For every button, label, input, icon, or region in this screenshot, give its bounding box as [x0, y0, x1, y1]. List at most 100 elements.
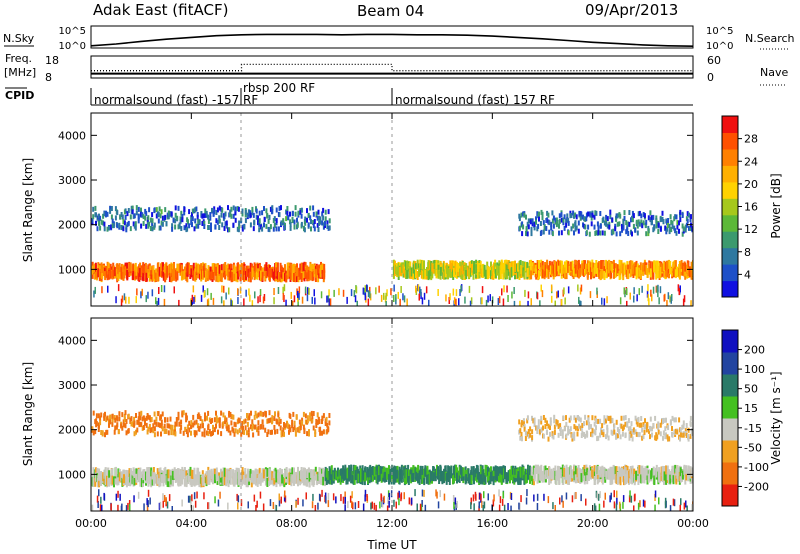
heatmap-cell — [619, 297, 622, 305]
heatmap-cell — [364, 489, 367, 497]
heatmap-cell — [647, 215, 650, 221]
heatmap-cell — [135, 205, 138, 211]
heatmap-cell — [329, 298, 332, 306]
heatmap-cell — [545, 226, 548, 231]
heatmap-cell — [324, 220, 326, 226]
heatmap-cell — [590, 221, 593, 227]
heatmap-cell — [379, 465, 382, 475]
heatmap-cell — [462, 467, 465, 477]
heatmap-cell — [97, 422, 100, 428]
heatmap-cell — [183, 477, 186, 487]
heatmap-cell — [600, 427, 603, 433]
heatmap-cell — [171, 470, 174, 480]
heatmap-cell — [129, 475, 132, 485]
heatmap-cell — [213, 209, 216, 215]
heatmap-cell — [176, 271, 179, 281]
heatmap-cell — [212, 271, 215, 281]
heatmap-cell — [629, 268, 632, 278]
heatmap-cell — [419, 465, 422, 475]
heatmap-cell — [193, 420, 196, 426]
heatmap-cell — [311, 501, 314, 509]
heatmap-cell — [632, 427, 635, 433]
heatmap-cell — [600, 260, 603, 270]
heatmap-cell — [518, 271, 521, 280]
heatmap-cell — [165, 475, 168, 485]
heatmap-cell — [293, 420, 296, 426]
heatmap-cell — [293, 219, 296, 225]
heatmap-cell — [663, 294, 665, 302]
heatmap-cell — [673, 266, 676, 276]
heatmap-cell — [504, 467, 506, 476]
heatmap-cell — [243, 429, 246, 435]
heatmap-cell — [522, 211, 525, 217]
heatmap-cell — [603, 415, 606, 421]
heatmap-cell — [163, 285, 166, 293]
heatmap-cell — [240, 431, 243, 437]
heatmap-cell — [635, 267, 638, 277]
heatmap-cell — [389, 473, 392, 483]
heatmap-cell — [577, 415, 579, 420]
heatmap-cell — [187, 263, 190, 273]
heatmap-cell — [570, 213, 573, 218]
heatmap-cell — [555, 261, 558, 271]
heatmap-cell — [560, 212, 563, 218]
heatmap-cell — [360, 473, 362, 483]
heatmap-cell — [237, 476, 240, 486]
heatmap-cell — [529, 465, 531, 475]
freq-unit-label: [MHz] — [4, 66, 36, 79]
heatmap-cell — [581, 423, 584, 428]
heatmap-cell — [465, 270, 468, 279]
heatmap-cell — [634, 266, 637, 276]
heatmap-cell — [194, 432, 197, 438]
heatmap-cell — [145, 422, 148, 428]
heatmap-cell — [655, 218, 658, 224]
heatmap-cell — [625, 467, 628, 477]
heatmap-cell — [244, 475, 247, 485]
heatmap-cell — [304, 286, 307, 294]
heatmap-cell — [91, 265, 94, 275]
heatmap-cell — [684, 267, 687, 277]
heatmap-cell — [520, 265, 523, 275]
heatmap-cell — [553, 414, 556, 420]
cpid-segment-3-label: normalsound (fast) 157 RF — [395, 93, 555, 107]
heatmap-cell — [232, 222, 235, 228]
heatmap-cell — [591, 432, 594, 438]
heatmap-cell — [149, 271, 152, 281]
heatmap-cell — [595, 490, 598, 498]
heatmap-cell — [154, 269, 157, 279]
heatmap-cell — [540, 284, 542, 292]
heatmap-cell — [112, 223, 115, 229]
heatmap-cell — [441, 474, 444, 483]
heatmap-cell — [485, 299, 488, 306]
heatmap-cell — [304, 419, 307, 425]
heatmap-cell — [640, 219, 643, 225]
heatmap-cell — [140, 422, 143, 428]
heatmap-cell — [581, 430, 584, 436]
heatmap-cell — [632, 213, 635, 219]
heatmap-cell — [597, 465, 600, 475]
heatmap-cell — [512, 465, 514, 475]
heatmap-cell — [201, 419, 204, 425]
heatmap-cell — [100, 476, 103, 486]
heatmap-cell — [470, 297, 473, 305]
heatmap-cell — [518, 216, 521, 222]
heatmap-cell — [205, 210, 208, 216]
heatmap-cell — [469, 300, 472, 306]
heatmap-cell — [656, 434, 659, 440]
heatmap-cell — [326, 422, 329, 428]
heatmap-cell — [252, 212, 255, 218]
heatmap-cell — [571, 469, 574, 479]
heatmap-cell — [568, 417, 571, 423]
heatmap-cell — [631, 465, 634, 475]
heatmap-cell — [129, 262, 132, 272]
heatmap-cell — [232, 428, 235, 434]
heatmap-cell — [386, 289, 388, 297]
heatmap-cell — [248, 413, 251, 419]
heatmap-cell — [224, 270, 227, 280]
heatmap-cell — [128, 268, 131, 277]
heatmap-cell — [594, 430, 597, 436]
heatmap-cell — [109, 263, 112, 273]
heatmap-cell — [621, 431, 624, 437]
heatmap-cell — [164, 273, 167, 283]
heatmap-cell — [94, 477, 97, 487]
